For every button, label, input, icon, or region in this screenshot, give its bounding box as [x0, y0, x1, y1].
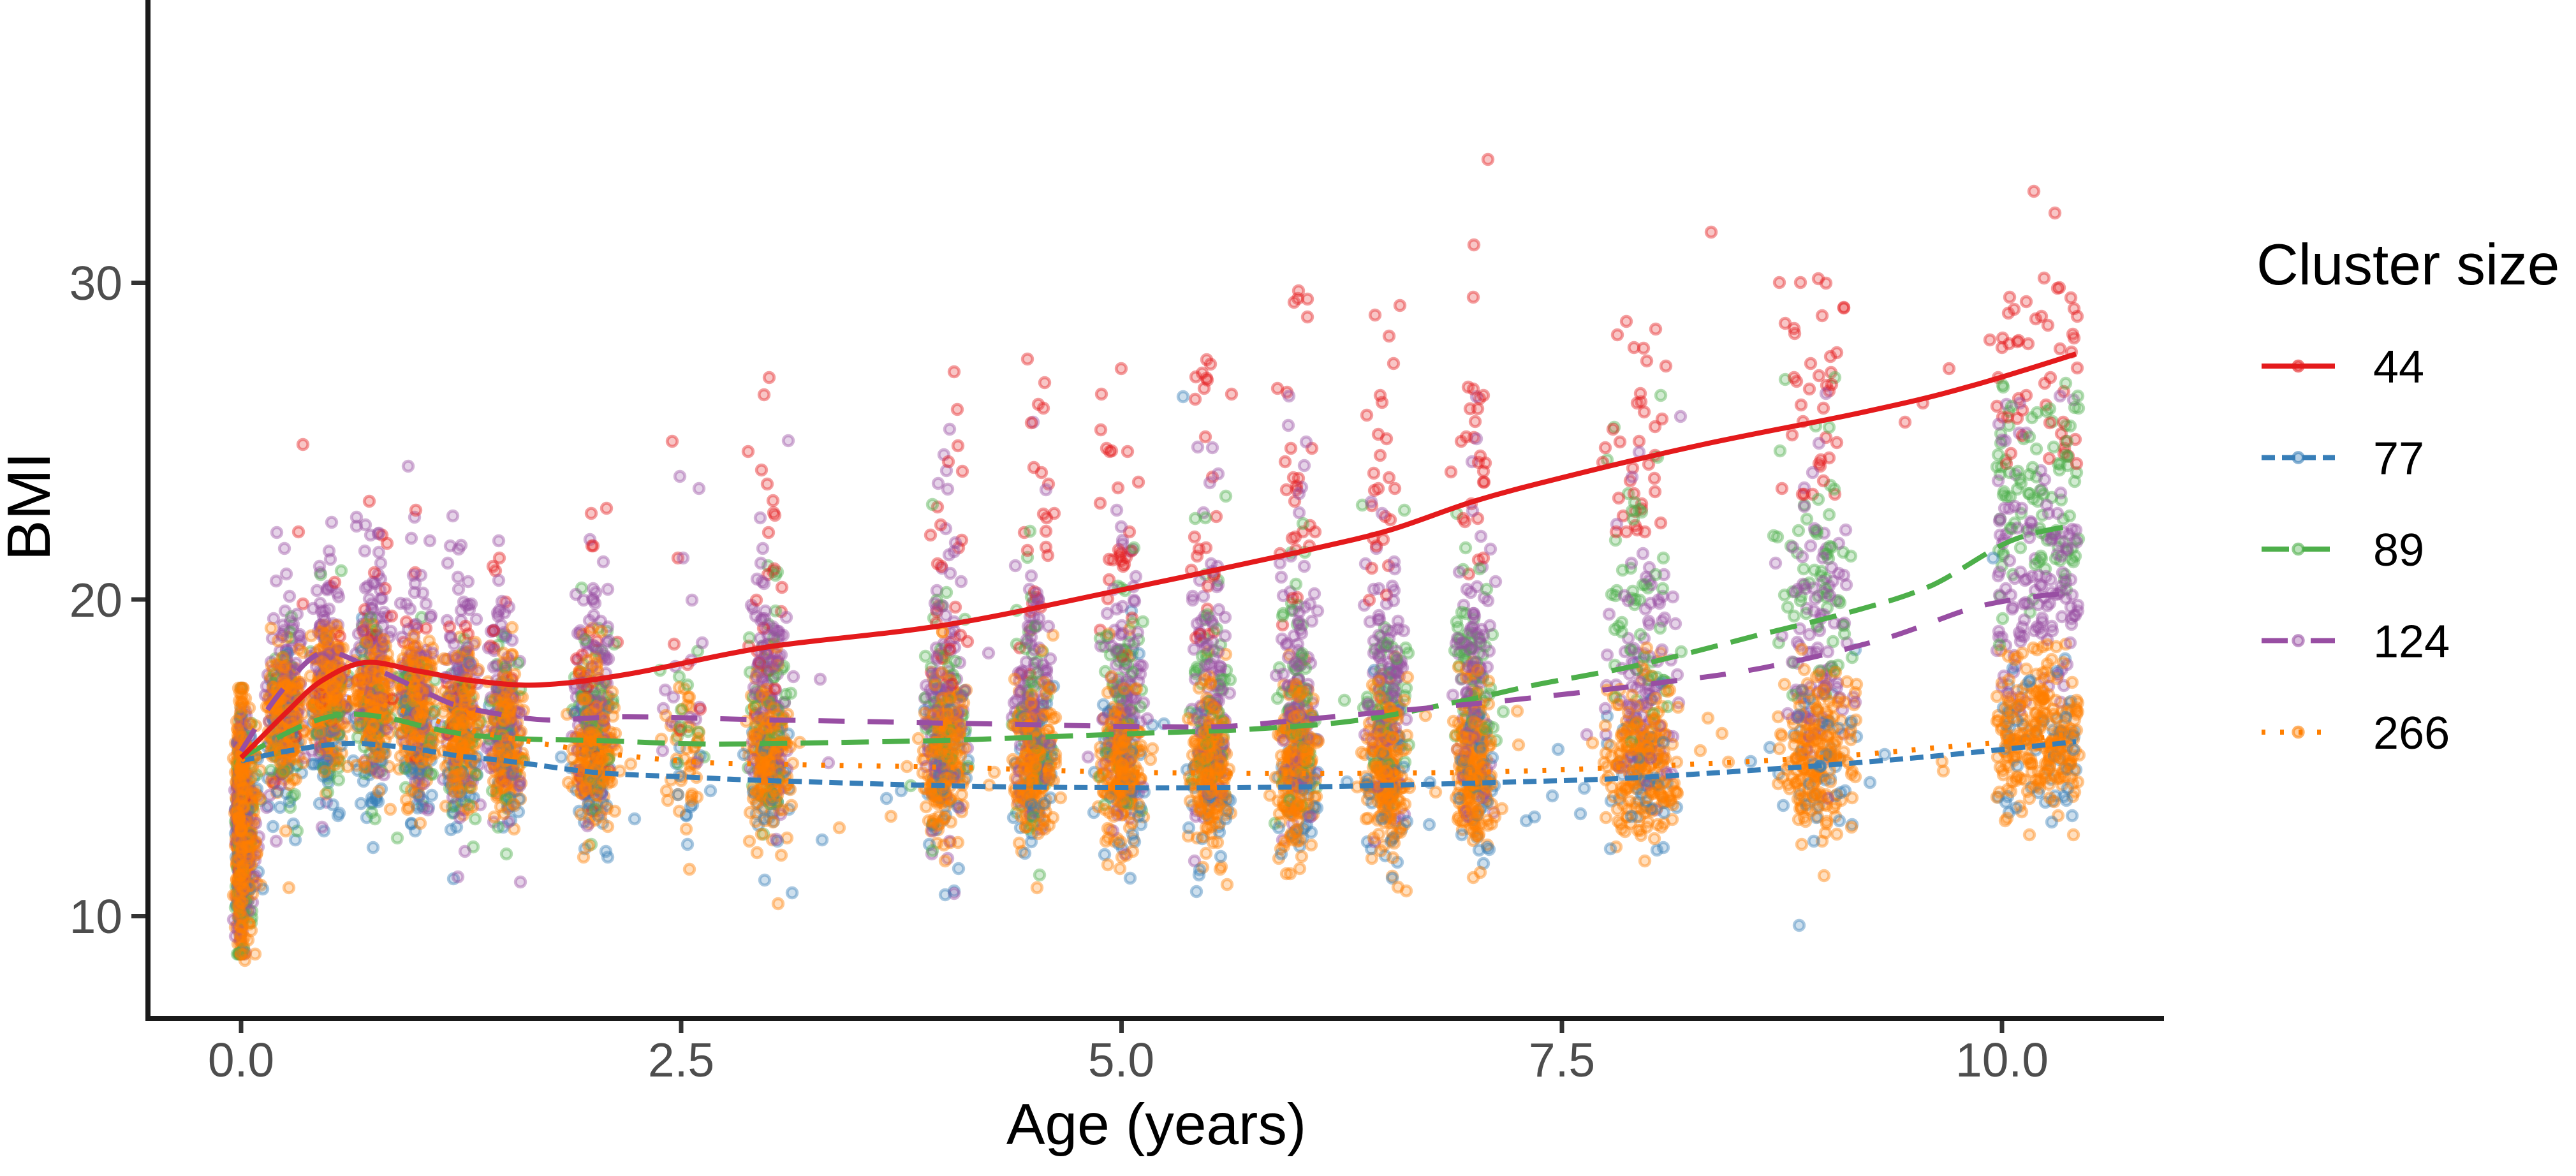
svg-text:10: 10: [70, 890, 122, 943]
svg-text:5.0: 5.0: [1088, 1033, 1154, 1087]
svg-text:Age (years): Age (years): [1006, 1092, 1306, 1157]
svg-text:266: 266: [2373, 708, 2450, 759]
svg-text:7.5: 7.5: [1529, 1033, 1595, 1087]
svg-text:44: 44: [2373, 342, 2424, 393]
svg-text:20: 20: [70, 573, 122, 627]
svg-text:89: 89: [2373, 525, 2424, 576]
svg-text:30: 30: [70, 256, 122, 310]
svg-text:0.0: 0.0: [208, 1033, 274, 1087]
svg-text:10.0: 10.0: [1955, 1033, 2049, 1087]
svg-text:124: 124: [2373, 617, 2450, 668]
svg-text:BMI: BMI: [0, 452, 63, 561]
svg-text:77: 77: [2373, 434, 2424, 485]
svg-text:Cluster size: Cluster size: [2256, 233, 2559, 297]
svg-text:2.5: 2.5: [648, 1033, 714, 1087]
